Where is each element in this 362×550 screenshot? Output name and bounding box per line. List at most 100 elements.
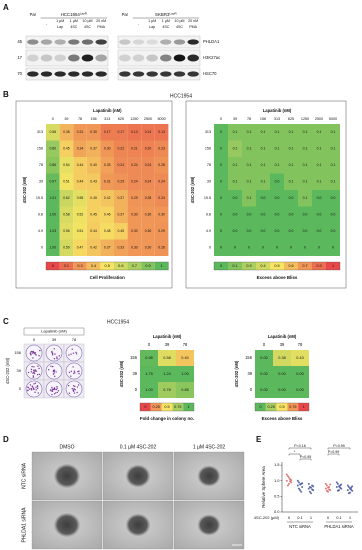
heat-cell (242, 157, 256, 174)
annotation: P=0.95 (300, 455, 312, 459)
legend-swatch (154, 262, 169, 270)
legend-swatch (228, 262, 242, 270)
cell-value: 0.1 (261, 180, 266, 184)
heat-cell (326, 124, 340, 141)
column-label: 39 (233, 117, 237, 121)
cell-value: 0.28 (158, 163, 165, 167)
heat-cell (242, 140, 256, 157)
heat-cell (59, 140, 74, 157)
heat-cell (214, 206, 228, 223)
heat-cell (59, 173, 74, 190)
row-label: 9.8 (38, 213, 43, 217)
colony (71, 348, 73, 350)
lane-label: 1 µM (148, 19, 156, 23)
dot (288, 476, 290, 479)
legend-label: 0.7 (132, 264, 137, 268)
colony (30, 368, 33, 371)
heat-cell (256, 190, 270, 207)
cell-value: 0.78 (163, 388, 170, 392)
column-label: 78 (72, 337, 77, 342)
cell-value: 0.20 (145, 147, 152, 151)
cell-value: 0.00 (296, 388, 303, 392)
lane-label: 1 µM (56, 19, 64, 23)
column-label: 0 (148, 342, 151, 347)
dot (310, 486, 312, 489)
band (173, 39, 186, 45)
dot (297, 487, 300, 490)
row-label: 4.9 (206, 229, 211, 233)
dot (346, 484, 349, 487)
heat-cell (284, 140, 298, 157)
heat-cell (228, 140, 242, 157)
dot (335, 486, 338, 488)
cell-value: 0.28 (158, 246, 165, 250)
blot (117, 49, 201, 67)
blot (25, 49, 109, 67)
colony (72, 352, 75, 354)
colony (34, 353, 36, 355)
legend-swatch (161, 403, 173, 411)
lane-label: PMA (97, 25, 105, 29)
cell-value: 0.24 (117, 163, 124, 167)
heat-cell (141, 239, 155, 256)
cell-value: 0.00 (278, 388, 285, 392)
x-tick-label: 0 (288, 515, 291, 520)
heat-cell (298, 124, 312, 141)
cell-value: 0.44 (90, 229, 97, 233)
y-axis-title: Relative Sphere Area (261, 466, 266, 508)
heat-cell (100, 206, 114, 223)
band (81, 71, 94, 77)
colony (38, 355, 40, 357)
cell-value: 0.85 (181, 388, 188, 392)
colony (50, 365, 52, 367)
heat-cell (270, 140, 284, 157)
band (27, 71, 39, 77)
lane-label: 10 µM (174, 19, 184, 23)
colony (72, 366, 74, 368)
cell-value: 0.45 (90, 196, 97, 200)
dot (286, 484, 289, 487)
cell-value: 0.44 (77, 163, 84, 167)
cell-value: 0.1 (331, 180, 336, 184)
row-label: 313 (37, 130, 43, 134)
cell-value: 0.0 (331, 213, 336, 217)
cell-value: 0.97 (49, 180, 56, 184)
column-label: 625 (118, 117, 124, 121)
dot (307, 482, 310, 485)
heat-cell (158, 366, 176, 382)
heat-cell (228, 173, 242, 190)
x-axis-title: Lapatinib (nM) (268, 334, 297, 339)
heat-cell (270, 190, 284, 207)
dot (347, 492, 350, 495)
cell-value: 0.38 (63, 130, 70, 134)
colony (53, 393, 56, 395)
cell-value: 0.21 (131, 147, 138, 151)
heat-cell (154, 239, 169, 256)
row-label: 78 (39, 163, 43, 167)
cell-value: 0.1 (317, 180, 322, 184)
heat-cell (73, 173, 87, 190)
heat-cell (228, 190, 242, 207)
lane-group: Par (122, 12, 129, 17)
column-label: 78 (247, 117, 251, 121)
legend-label: 1 (188, 405, 190, 409)
colony (55, 392, 57, 394)
cell-value: 0 (262, 246, 264, 250)
dot (327, 486, 329, 489)
cell-value: 0.24 (131, 180, 138, 184)
colony (36, 387, 39, 390)
header-box (23, 327, 85, 336)
protein-label: HSC70 (203, 71, 217, 76)
cell-value: 0.30 (145, 246, 152, 250)
cell-value: 0.30 (145, 229, 152, 233)
legend-label: 0.75 (289, 405, 296, 409)
cell-value: 0.24 (145, 180, 152, 184)
heat-cell (312, 124, 326, 141)
column-label: 1250 (301, 117, 309, 121)
cell-value: 0.1 (233, 163, 238, 167)
heat-cell (140, 350, 158, 366)
legend-frame (139, 402, 195, 412)
cell-value: 0.1 (247, 196, 252, 200)
dot (351, 485, 354, 488)
legend-label: 0 (220, 264, 222, 268)
